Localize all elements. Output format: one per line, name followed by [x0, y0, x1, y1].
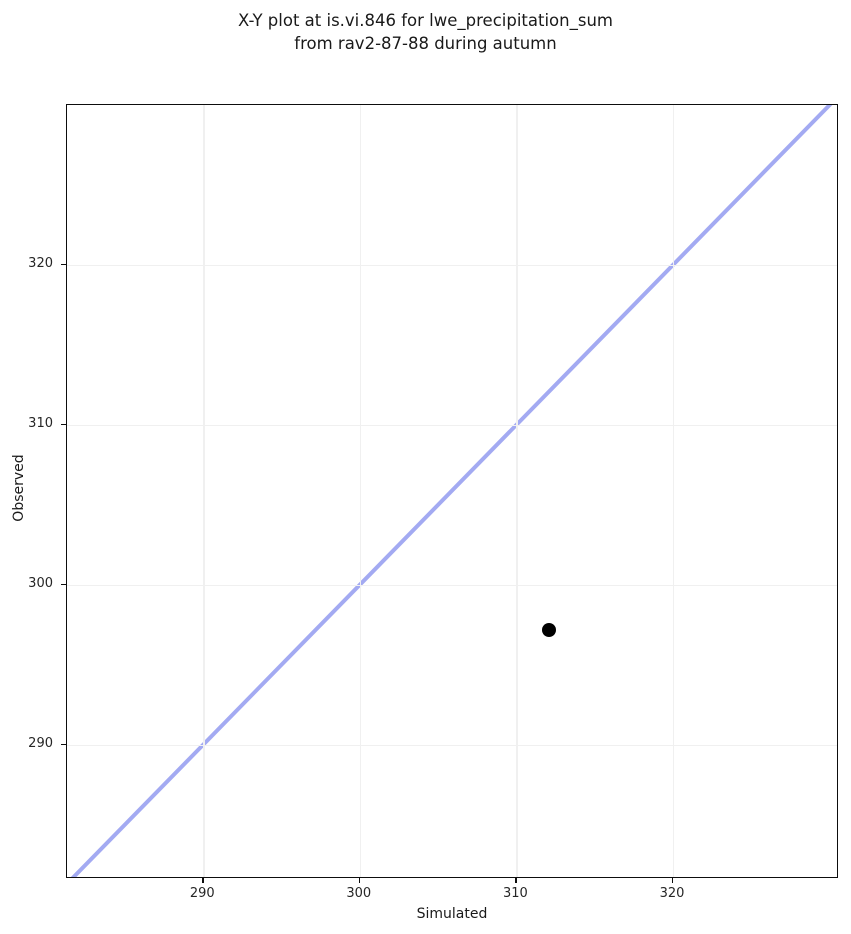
x-gridline [516, 105, 518, 877]
chart-title: X-Y plot at is.vi.846 for lwe_precipitat… [238, 11, 613, 53]
y-tick-label: 290 [28, 735, 53, 751]
x-tick [202, 878, 204, 883]
y-tick-label: 320 [28, 255, 53, 271]
one-to-one-reference-line [70, 105, 833, 877]
x-axis-label: Simulated [416, 906, 488, 922]
y-gridline [67, 744, 837, 747]
x-gridline [203, 105, 205, 877]
y-tick [61, 263, 66, 266]
y-axis-label: Observed [11, 454, 27, 522]
x-gridline [673, 105, 675, 877]
x-tick [358, 878, 361, 883]
plot-area[interactable] [66, 104, 838, 878]
y-gridline [67, 584, 837, 587]
x-tick-label: 320 [659, 886, 685, 901]
x-tick [672, 878, 674, 883]
scatter-data-point[interactable] [542, 622, 557, 637]
x-gridline [359, 105, 362, 877]
y-gridline [67, 264, 837, 267]
y-tick-label: 310 [28, 415, 53, 431]
x-tick [515, 878, 517, 883]
y-tick [61, 743, 66, 745]
x-tick-label: 290 [189, 886, 215, 901]
x-tick-label: 300 [346, 886, 372, 901]
y-tick [61, 583, 66, 586]
y-tick-label: 300 [28, 575, 53, 591]
y-tick [61, 423, 66, 426]
y-gridline [67, 424, 837, 427]
x-tick-label: 310 [502, 886, 528, 901]
